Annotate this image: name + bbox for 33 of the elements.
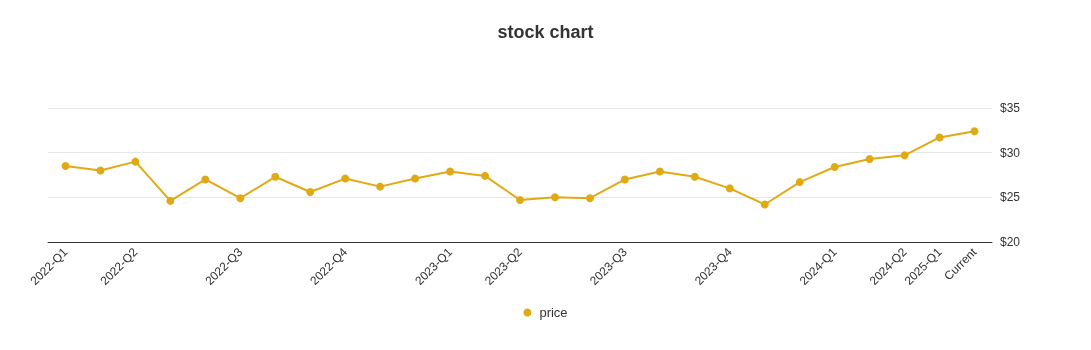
point	[795, 178, 804, 187]
point	[725, 184, 734, 193]
point	[341, 174, 350, 183]
point	[446, 167, 455, 176]
point	[166, 196, 175, 205]
point	[935, 133, 944, 142]
point	[411, 174, 420, 183]
point	[690, 172, 699, 181]
point	[96, 166, 105, 175]
point	[516, 196, 524, 205]
point	[481, 171, 490, 180]
y-tick-label: $25	[1000, 190, 1021, 205]
y-tick-label: $35	[1000, 101, 1021, 115]
point	[970, 127, 979, 136]
point	[271, 172, 280, 181]
legend-label: price	[539, 305, 568, 320]
point	[900, 151, 909, 160]
point	[61, 162, 70, 171]
point	[376, 182, 385, 191]
y-tick-label: $20	[1000, 235, 1021, 249]
point	[550, 193, 559, 202]
point	[655, 167, 664, 176]
y-tick-label: $30	[1000, 145, 1021, 160]
point	[201, 175, 210, 184]
point	[306, 187, 315, 196]
point	[585, 194, 594, 203]
point	[760, 200, 769, 209]
chart-title: stock chart	[497, 22, 594, 42]
point	[131, 157, 140, 166]
point	[620, 175, 629, 184]
point	[865, 154, 874, 163]
point	[830, 162, 839, 171]
point	[236, 194, 245, 203]
